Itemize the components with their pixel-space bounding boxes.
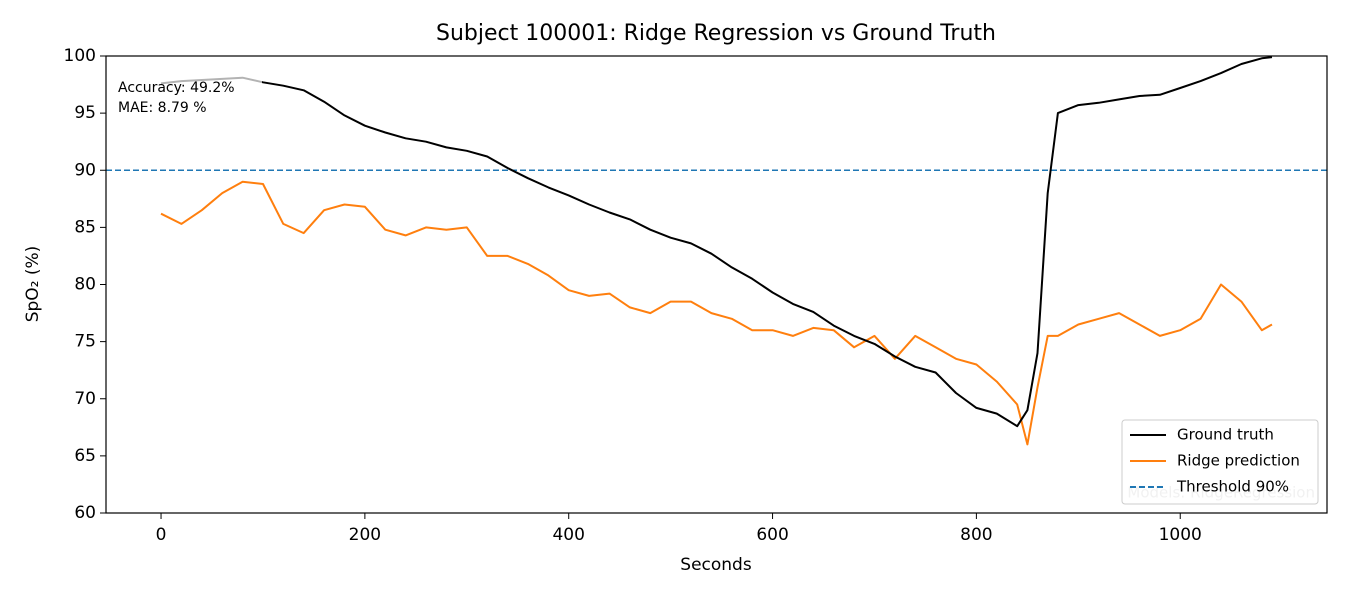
y-tick-label: 100 — [64, 46, 96, 66]
annotation: MAE: 8.79 % — [118, 100, 207, 116]
y-tick-label: 90 — [74, 160, 96, 180]
annotation: Accuracy: 49.2% — [118, 80, 235, 96]
y-tick-label: 85 — [74, 217, 96, 237]
y-tick-label: 65 — [74, 446, 96, 466]
plot-frame — [105, 55, 1328, 514]
legend-box — [1121, 419, 1319, 505]
x-tick-label: 800 — [960, 525, 992, 545]
x-tick-label: 1000 — [1159, 525, 1202, 545]
x-tick-label: 0 — [156, 525, 167, 545]
x-tick-label: 200 — [349, 525, 381, 545]
legend-label: Threshold 90% — [1176, 478, 1289, 496]
series-line — [160, 56, 1273, 428]
legend-label: Ridge prediction — [1177, 452, 1300, 470]
x-tick-label: 600 — [756, 525, 788, 545]
x-axis-label: Seconds — [680, 555, 752, 575]
y-tick-label: 95 — [74, 103, 96, 123]
annotation-box — [112, 74, 262, 118]
x-tick-label: 400 — [552, 525, 584, 545]
y-axis-label: SpO₂ (%) — [23, 246, 43, 323]
series-line — [160, 180, 1273, 446]
y-tick-label: 75 — [74, 332, 96, 352]
y-tick-label: 80 — [74, 275, 96, 295]
chart-title: Subject 100001: Ridge Regression vs Grou… — [436, 21, 996, 46]
legend-label: Ground truth — [1177, 426, 1274, 444]
y-tick-label: 60 — [74, 503, 96, 523]
y-tick-label: 70 — [74, 389, 96, 409]
